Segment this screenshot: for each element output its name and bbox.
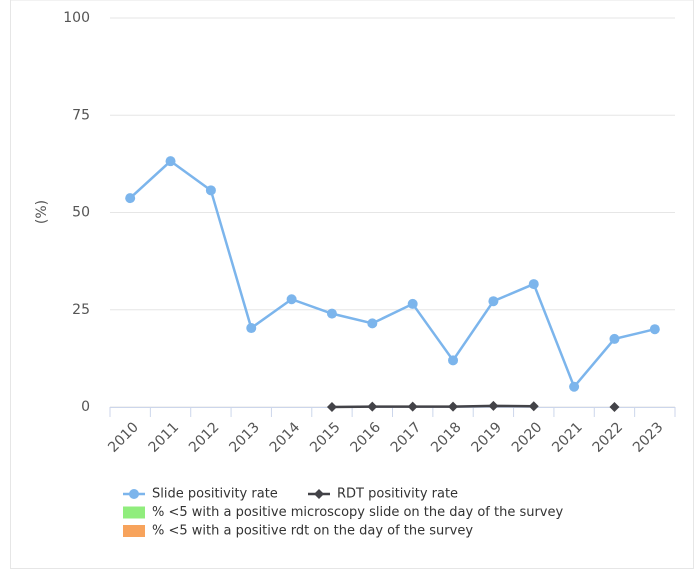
data-point (407, 298, 418, 309)
series-line (129, 159, 656, 390)
data-point (649, 324, 660, 335)
data-point (528, 401, 539, 412)
data-point (326, 308, 337, 319)
data-point (609, 402, 620, 412)
legend-marker (129, 489, 139, 499)
x-tick-label: 2021 (549, 419, 586, 456)
data-point (569, 381, 580, 392)
legend-swatch (123, 506, 145, 519)
x-tick-label: 2018 (428, 419, 465, 456)
data-point (448, 355, 459, 366)
data-point (367, 318, 378, 329)
y-tick-label: 50 (72, 205, 90, 221)
x-tick-label: 2020 (509, 419, 546, 456)
data-point (448, 401, 459, 412)
legend-marker (314, 489, 324, 499)
chart-frame (10, 0, 694, 569)
data-point (125, 193, 136, 204)
legend-label: % <5 with a positive microscopy slide on… (152, 505, 563, 520)
x-tick-label: 2019 (469, 419, 506, 456)
x-tick-label: 2014 (267, 419, 304, 456)
data-point (528, 279, 539, 290)
data-point (165, 156, 176, 167)
y-tick-label: 75 (72, 107, 90, 123)
y-axis-label: (%) (34, 200, 50, 224)
data-point (407, 401, 418, 412)
y-tick-label: 0 (81, 399, 90, 415)
legend-label: Slide positivity rate (152, 487, 278, 502)
x-tick-label: 2013 (226, 419, 263, 456)
x-tick-label: 2011 (146, 419, 183, 456)
data-point (205, 185, 216, 196)
data-point (609, 333, 620, 344)
data-point (488, 400, 499, 411)
x-tick-label: 2016 (347, 419, 384, 456)
x-tick-label: 2017 (388, 419, 425, 456)
legend-label: RDT positivity rate (337, 487, 458, 502)
data-point (367, 401, 378, 412)
y-tick-label: 100 (63, 10, 90, 26)
legend-label: % <5 with a positive rdt on the day of t… (152, 524, 473, 539)
data-point (488, 296, 499, 307)
data-point (286, 294, 297, 305)
x-tick-label: 2015 (307, 419, 344, 456)
data-point (246, 323, 257, 334)
data-point (326, 402, 337, 412)
legend-swatch (123, 525, 145, 537)
x-tick-label: 2023 (630, 419, 667, 456)
y-tick-label: 25 (72, 302, 90, 318)
x-tick-label: 2012 (186, 419, 223, 456)
x-tick-label: 2022 (590, 419, 627, 456)
x-tick-label: 2010 (105, 419, 142, 456)
